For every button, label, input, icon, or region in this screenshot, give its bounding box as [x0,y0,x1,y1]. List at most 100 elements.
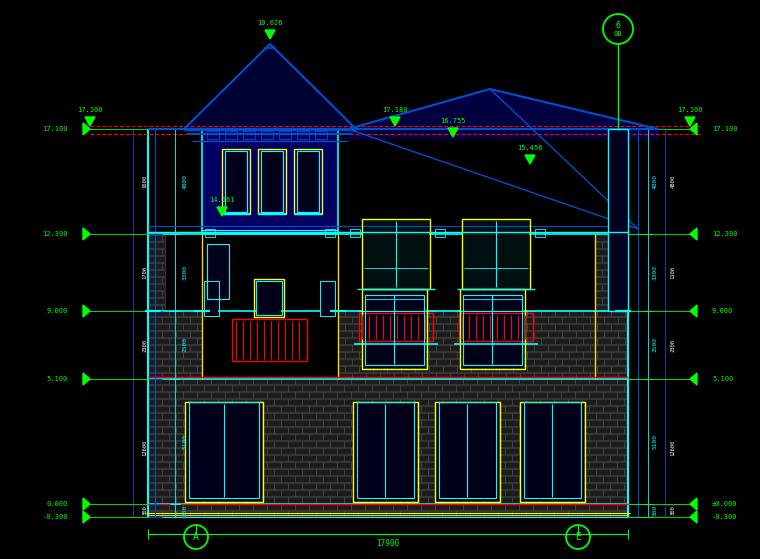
Bar [576,344,590,351]
Bar [176,496,190,503]
Bar [294,149,322,214]
Bar [499,338,513,344]
Bar [435,433,449,440]
Bar [575,462,589,468]
Bar [477,391,491,398]
Bar [541,338,555,344]
Bar [443,352,457,358]
Bar [484,496,498,503]
Bar [414,385,428,391]
Bar [435,229,445,237]
Bar [190,510,204,517]
Bar [485,324,499,330]
Bar [415,324,429,330]
Bar [519,419,533,426]
Bar [575,448,589,454]
Bar [169,324,183,330]
Bar [547,391,561,398]
Bar [148,316,162,323]
Bar [162,454,176,461]
Polygon shape [83,123,90,135]
Bar [547,448,561,454]
Bar [624,454,628,461]
Bar [610,482,624,489]
Bar [316,482,330,489]
Bar [323,405,337,412]
Bar [344,399,358,405]
Text: -0.300: -0.300 [43,514,68,520]
Bar [288,413,302,419]
Bar [323,504,337,510]
Bar [589,462,603,468]
Bar [589,379,603,384]
Bar [323,476,337,482]
Bar [505,462,519,468]
Bar [485,366,499,372]
Bar [407,391,421,398]
Bar [414,413,428,419]
Bar [568,468,582,475]
Bar [470,468,484,475]
Bar [239,419,253,426]
Bar [449,462,463,468]
Bar [373,311,387,316]
Bar [298,152,318,211]
Bar [602,241,616,248]
Bar [281,405,295,412]
Bar [211,433,225,440]
Text: 3300: 3300 [182,265,188,280]
Bar [464,296,521,364]
Bar [561,405,575,412]
Bar [595,234,609,241]
Bar [204,482,218,489]
Polygon shape [448,128,458,137]
Bar [183,405,197,412]
Bar [365,295,424,365]
Bar [436,372,450,379]
Bar [379,433,393,440]
Bar [616,297,628,304]
Bar [162,399,176,405]
Bar [211,462,225,468]
Bar [595,241,602,248]
Bar [561,448,575,454]
Bar [155,504,169,510]
Bar [274,385,288,391]
Bar [533,504,547,510]
Bar [203,130,337,233]
Bar [281,504,295,510]
Bar [555,352,569,358]
Bar [197,504,211,510]
Bar [337,504,351,510]
Bar [359,324,373,330]
Bar [456,496,470,503]
Bar [499,311,513,316]
Bar [338,352,345,358]
Bar [162,385,176,391]
Bar [463,220,529,288]
Text: 2300: 2300 [143,339,147,352]
Bar [190,454,204,461]
Bar [366,344,380,351]
Bar [422,316,436,323]
Bar [499,324,513,330]
Text: 6: 6 [616,21,620,30]
Bar [609,263,623,269]
Bar [484,413,498,419]
Bar [604,344,618,351]
Bar [400,440,414,447]
Bar [169,379,183,384]
Text: 2300: 2300 [670,339,676,352]
Bar [288,440,302,447]
Bar [401,366,415,372]
Bar [358,402,413,497]
Bar [148,391,155,398]
Bar [463,405,477,412]
Bar [253,476,267,482]
Bar [352,344,366,351]
Bar [148,241,155,248]
Bar [478,372,492,379]
Bar [302,413,316,419]
Bar [407,433,421,440]
Bar [520,330,534,337]
